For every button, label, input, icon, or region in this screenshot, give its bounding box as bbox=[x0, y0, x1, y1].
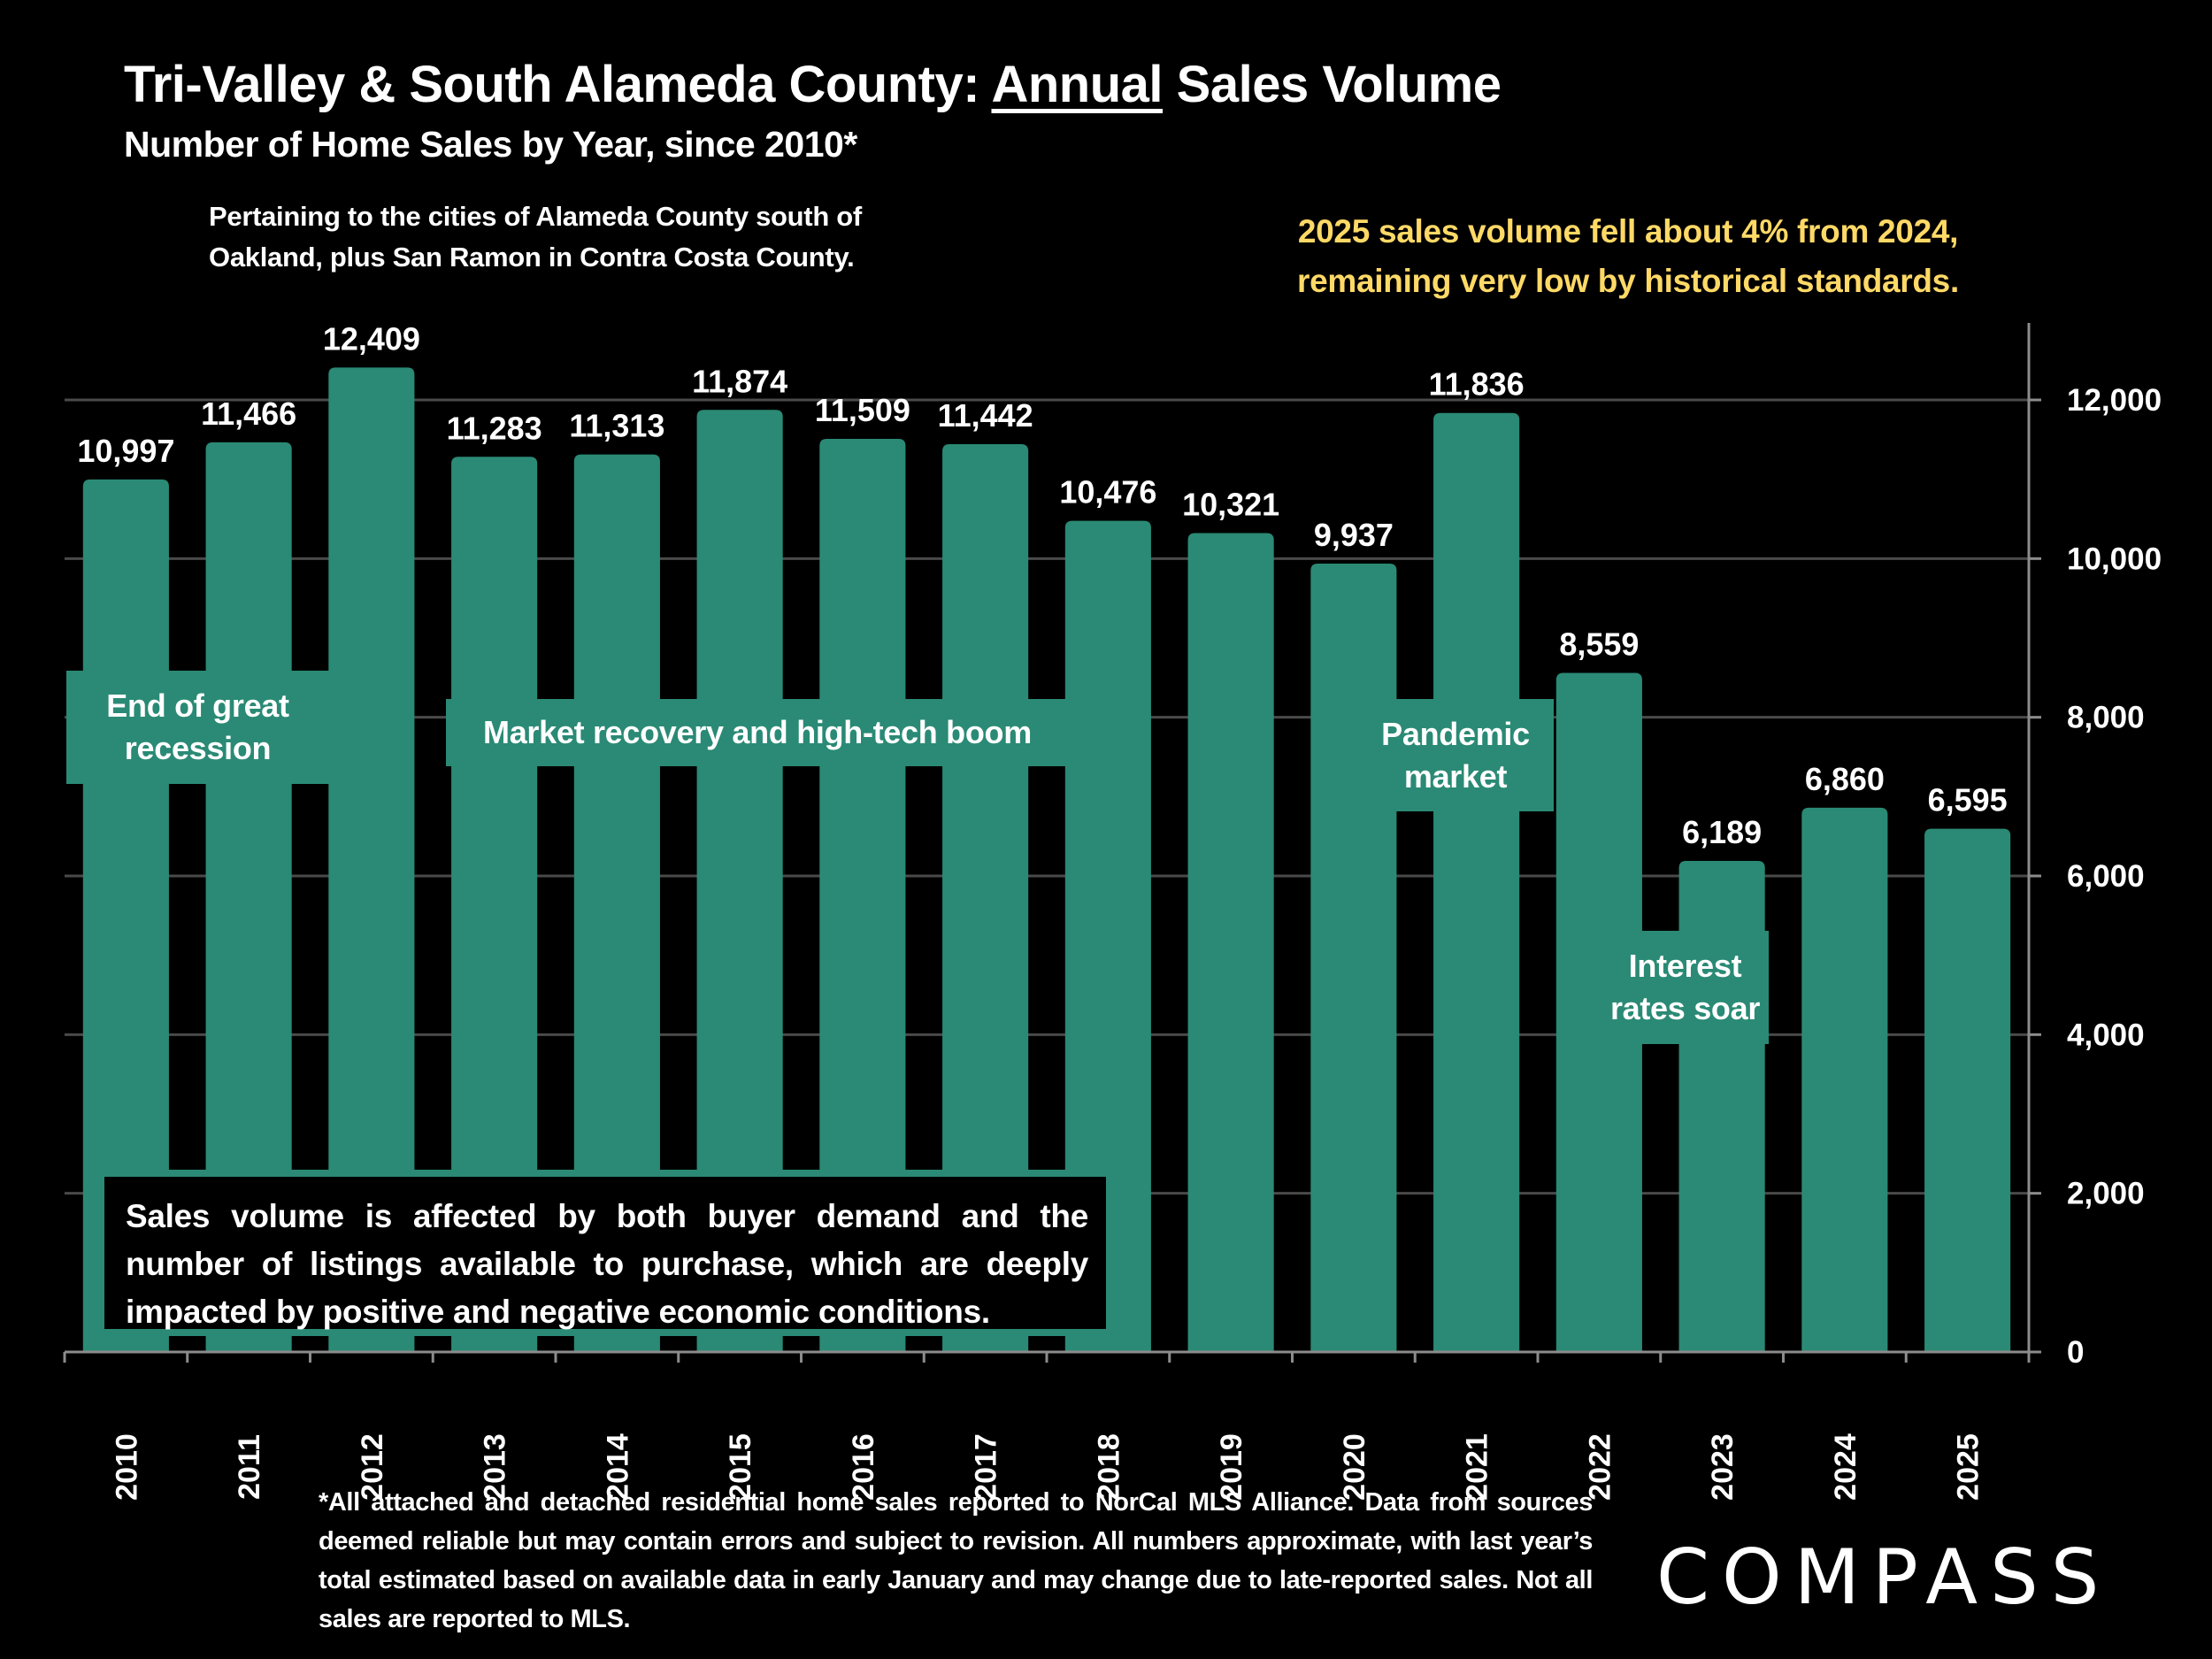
bar-2025 bbox=[1924, 828, 2011, 1352]
bar-2013 bbox=[451, 457, 538, 1352]
x-tick-label: 2012 bbox=[356, 1433, 389, 1501]
y-tick-labels: 0 2,000 4,000 6,000 8,000 10,000 12,000 bbox=[2067, 383, 2162, 1370]
x-tick-label: 2022 bbox=[1583, 1433, 1617, 1501]
bar-2015 bbox=[696, 410, 783, 1353]
annotation-pandemic-market: Pandemic market bbox=[1357, 699, 1554, 811]
bar-value-labels: 10,997 11,466 12,409 11,283 11,313 11,874 11,5… bbox=[77, 320, 2007, 850]
title-prefix: Tri-Valley & South Alameda County: bbox=[124, 56, 992, 113]
bar-value-label: 6,860 bbox=[1805, 761, 1885, 797]
x-tick-label: 2024 bbox=[1829, 1433, 1863, 1501]
callout-text: 2025 sales volume fell about 4% from 202… bbox=[1230, 207, 2026, 306]
callout-line: 2025 sales volume fell about 4% from 202… bbox=[1297, 213, 1959, 250]
bar-value-label: 11,509 bbox=[815, 392, 910, 428]
bar-value-label: 6,595 bbox=[1928, 782, 2008, 818]
region-note-line: Oakland, plus San Ramon in Contra Costa … bbox=[209, 242, 855, 273]
bar-value-label: 12,409 bbox=[323, 320, 420, 357]
axes bbox=[63, 323, 2041, 1363]
annotation-interest-rates: Interest rates soar bbox=[1601, 931, 1769, 1044]
x-tick-label: 2019 bbox=[1215, 1433, 1248, 1501]
bar-2019 bbox=[1187, 533, 1274, 1352]
bar-value-label: 11,874 bbox=[692, 363, 787, 399]
title-underlined-word: Annual bbox=[991, 56, 1164, 113]
bar-2016 bbox=[819, 439, 906, 1352]
x-tick-label: 2013 bbox=[479, 1433, 512, 1501]
y-tick-label: 2,000 bbox=[2067, 1177, 2145, 1211]
region-note: Pertaining to the cities of Alameda Coun… bbox=[209, 196, 862, 278]
callout-line: remaining very low by historical standar… bbox=[1297, 263, 1959, 299]
bar-2011 bbox=[205, 442, 292, 1353]
x-tick-label: 2018 bbox=[1092, 1433, 1125, 1501]
annotation-market-recovery: Market recovery and high-tech boom bbox=[446, 699, 1069, 766]
bar-2017 bbox=[942, 444, 1029, 1353]
x-tick-label: 2025 bbox=[1952, 1433, 1985, 1501]
y-tick-label: 12,000 bbox=[2067, 383, 2162, 418]
x-tick-label: 2010 bbox=[110, 1433, 143, 1501]
footnote: *All attached and detached residential h… bbox=[319, 1488, 1593, 1633]
x-tick-label: 2023 bbox=[1706, 1433, 1740, 1501]
annotation-line: Interest bbox=[1628, 948, 1742, 984]
explanatory-note-box: Sales volume is affected by both buyer d… bbox=[97, 1170, 1113, 1336]
annotation-line: End of great bbox=[106, 687, 289, 724]
region-note-line: Pertaining to the cities of Alameda Coun… bbox=[209, 201, 862, 232]
bar-value-label: 10,997 bbox=[77, 433, 174, 469]
bar-value-label: 10,321 bbox=[1182, 487, 1279, 523]
y-tick-label: 0 bbox=[2067, 1335, 2084, 1370]
y-tick-label: 8,000 bbox=[2067, 701, 2145, 735]
annotation-line: rates soar bbox=[1609, 990, 1761, 1026]
x-tick-label: 2017 bbox=[970, 1433, 1003, 1501]
x-tick-label: 2015 bbox=[724, 1433, 757, 1501]
x-tick-label: 2020 bbox=[1338, 1433, 1371, 1501]
bar-value-label: 8,559 bbox=[1559, 626, 1639, 663]
bar-value-label: 11,313 bbox=[569, 408, 664, 444]
bar-2020 bbox=[1310, 563, 1397, 1352]
bar-2018 bbox=[1064, 520, 1151, 1352]
chart-title: Tri-Valley & South Alameda County: Annua… bbox=[124, 55, 1502, 114]
bar-2012 bbox=[328, 367, 415, 1353]
annotation-line: recession bbox=[124, 730, 272, 766]
bar-value-label: 9,937 bbox=[1314, 517, 1394, 553]
chart-subtitle: Number of Home Sales by Year, since 2010… bbox=[124, 124, 857, 165]
bar-value-label: 10,476 bbox=[1059, 474, 1156, 511]
bar-value-label: 11,836 bbox=[1429, 366, 1525, 403]
y-tick-label: 6,000 bbox=[2067, 859, 2145, 894]
x-tick-label: 2021 bbox=[1461, 1433, 1494, 1501]
y-tick-label: 10,000 bbox=[2067, 541, 2162, 576]
x-tick-label: 2016 bbox=[847, 1433, 880, 1501]
bar-value-label: 6,189 bbox=[1682, 814, 1762, 850]
bar-value-label: 11,466 bbox=[201, 396, 296, 432]
y-tick-label: 4,000 bbox=[2067, 1018, 2145, 1052]
bar-value-label: 11,283 bbox=[447, 410, 542, 446]
x-tick-label: 2011 bbox=[233, 1434, 266, 1500]
bar-2022 bbox=[1555, 672, 1642, 1352]
bar-2014 bbox=[573, 454, 660, 1352]
bar-2024 bbox=[1801, 807, 1888, 1352]
annotation-line: Pandemic bbox=[1381, 715, 1530, 752]
bar-2021 bbox=[1433, 412, 1520, 1352]
x-tick-labels: 2010 2011 2012 2013 2014 2015 2016 2017 2018 2019… bbox=[110, 1433, 1985, 1501]
compass-logo: COMPASS bbox=[1656, 1533, 2112, 1622]
title-suffix: Sales Volume bbox=[1163, 56, 1502, 113]
x-tick-label: 2014 bbox=[601, 1433, 634, 1501]
annotation-end-of-recession: End of great recession bbox=[66, 671, 329, 784]
annotation-line: market bbox=[1403, 757, 1508, 795]
annotation-line: Market recovery and high-tech boom bbox=[483, 714, 1032, 750]
bar-value-label: 11,442 bbox=[938, 397, 1033, 434]
